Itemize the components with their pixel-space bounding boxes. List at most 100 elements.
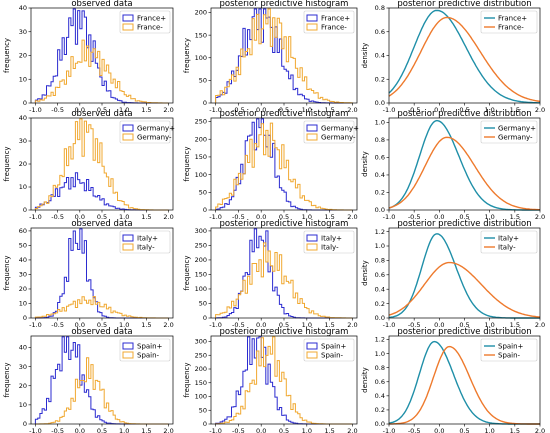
series-Italy- — [34, 296, 169, 319]
x-tick-label: 1.0 — [484, 213, 494, 221]
panel-title: posterior predictive histogram — [220, 219, 349, 229]
y-tick-label: 0.6 — [375, 28, 385, 36]
legend-swatch — [122, 234, 134, 242]
legend-label: Germany- — [498, 133, 533, 141]
x-tick-label: 1.5 — [324, 321, 334, 329]
y-tick-label: 50 — [199, 77, 207, 85]
x-tick-label: 0.0 — [75, 106, 85, 114]
panel-title: posterior predictive histogram — [220, 0, 349, 9]
legend-swatch — [122, 133, 134, 141]
y-tick-label: 40 — [19, 256, 27, 264]
x-tick-label: 1.0 — [484, 321, 494, 329]
legend-label: France+ — [137, 14, 166, 22]
series-Italy- — [215, 242, 353, 319]
panel-title: posterior predictive distribution — [397, 0, 531, 9]
legend-swatch — [306, 351, 318, 359]
panel-title: posterior predictive distribution — [397, 327, 531, 337]
x-tick-label: -1.0 — [29, 106, 42, 114]
legend-swatch — [122, 351, 134, 359]
legend: Italy+Italy- — [119, 230, 171, 254]
y-tick-label: 0.4 — [375, 285, 385, 293]
series-Spain- — [215, 336, 353, 425]
y-tick-label: 0.2 — [375, 406, 385, 414]
legend-label: Italy+ — [321, 234, 342, 242]
legend-swatch — [306, 234, 318, 242]
x-tick-label: 2.0 — [163, 106, 173, 114]
panel-title: posterior predictive histogram — [220, 327, 349, 337]
legend: France+France- — [480, 10, 538, 34]
y-axis-label: density — [361, 151, 369, 177]
panel-title: observed data — [71, 327, 132, 337]
x-tick-label: 1.5 — [510, 213, 520, 221]
x-tick-label: 1.5 — [324, 106, 334, 114]
legend-label: Spain+ — [321, 342, 347, 350]
y-axis-label: frequency — [183, 362, 191, 397]
legend-label: Spain- — [137, 351, 160, 359]
legend: Germany+Germany- — [480, 120, 538, 144]
y-tick-label: 0.8 — [375, 136, 385, 144]
y-tick-label: 40 — [19, 344, 27, 352]
legend-swatch — [122, 124, 134, 132]
x-tick-label: 1.5 — [510, 321, 520, 329]
y-tick-label: 20 — [19, 285, 27, 293]
panel-8: posterior predictive histogram -1.0 -0.5 0.… — [183, 219, 358, 329]
y-tick-label: 1.0 — [375, 242, 385, 250]
y-tick-label: 1.0 — [375, 119, 385, 127]
y-axis-label: frequency — [3, 146, 11, 181]
y-tick-label: 250 — [195, 242, 207, 250]
x-tick-label: -1.0 — [209, 213, 222, 221]
y-tick-label: 10 — [19, 401, 27, 409]
x-tick-label: -1.0 — [29, 321, 42, 329]
y-tick-label: 1.0 — [375, 350, 385, 358]
panel-title: posterior predictive distribution — [397, 219, 531, 229]
panel-9: posterior predictive distribution -1.0 -0.… — [361, 219, 545, 329]
y-tick-label: 1.2 — [375, 336, 385, 344]
legend-swatch — [306, 342, 318, 350]
x-tick-label: 1.0 — [119, 213, 129, 221]
y-tick-label: 0.4 — [375, 171, 385, 179]
x-tick-label: -1.0 — [209, 106, 222, 114]
series-Italy- — [388, 261, 541, 318]
legend-label: Spain- — [321, 351, 344, 359]
series-France- — [215, 8, 353, 104]
x-tick-label: 2.0 — [163, 213, 173, 221]
panel-10: observed data -1.0 -0.5 0.0 0.5 1.0 1.5 2.0 0 10 2… — [3, 327, 174, 433]
legend-label: France+ — [321, 14, 350, 22]
legend: France+France- — [303, 10, 355, 34]
panel-title: posterior predictive distribution — [397, 109, 531, 119]
y-tick-label: 0.4 — [375, 52, 385, 60]
x-tick-label: 0.0 — [256, 427, 266, 433]
y-tick-label: 200 — [195, 365, 207, 373]
y-tick-label: 40 — [19, 114, 27, 122]
legend-label: Germany+ — [498, 124, 536, 132]
y-tick-label: 0 — [23, 420, 27, 428]
x-tick-label: 0.5 — [279, 213, 289, 221]
y-tick-label: 10 — [19, 75, 27, 83]
legend-label: Spain+ — [137, 342, 163, 350]
y-tick-label: 0.0 — [375, 420, 385, 428]
panel-title: observed data — [71, 109, 132, 119]
y-tick-label: 150 — [195, 379, 207, 387]
x-tick-label: 1.0 — [302, 427, 312, 433]
x-tick-label: 0.5 — [97, 321, 107, 329]
legend-label: Italy- — [498, 243, 516, 251]
y-tick-label: 200 — [195, 256, 207, 264]
y-axis-label: frequency — [3, 362, 11, 397]
series-Spain- — [389, 345, 540, 425]
series-France- — [34, 39, 169, 104]
x-tick-label: 1.5 — [324, 213, 334, 221]
panel-4: observed data -1.0 -0.5 0.0 0.5 1.0 1.5 2.0 0 10 2… — [3, 109, 175, 221]
legend-label: Germany- — [137, 133, 172, 141]
y-tick-label: 0 — [203, 99, 207, 107]
y-tick-label: 30 — [19, 271, 27, 279]
y-tick-label: 0 — [23, 314, 27, 322]
legend-swatch — [122, 243, 134, 251]
legend: Italy+Italy- — [303, 230, 355, 254]
legend: Germany+Germany- — [303, 120, 359, 144]
x-tick-label: 0.0 — [434, 213, 444, 221]
y-axis-label: density — [361, 43, 369, 69]
series-Germany- — [215, 122, 353, 211]
legend: Spain+Spain- — [119, 338, 171, 362]
y-axis-label: frequency — [183, 38, 191, 73]
x-tick-label: 1.5 — [141, 213, 151, 221]
